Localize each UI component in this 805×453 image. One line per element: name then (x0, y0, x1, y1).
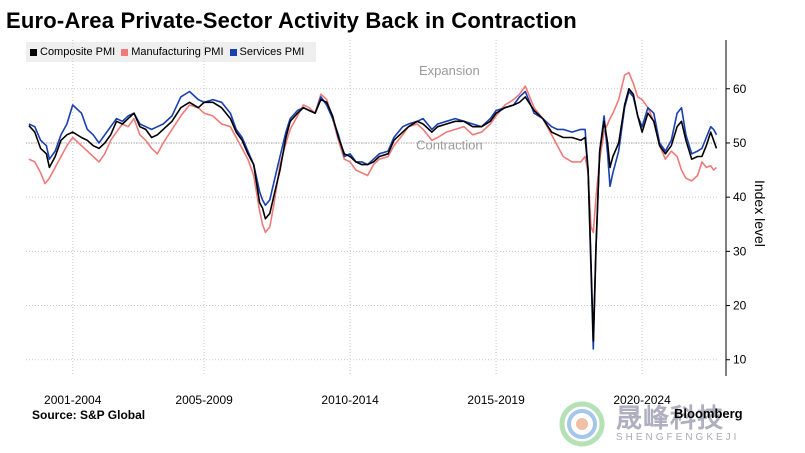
legend-item-manufacturing: Manufacturing PMI (121, 46, 224, 58)
legend-swatch-manufacturing (121, 48, 129, 56)
annotation-expansion: Expansion (419, 63, 480, 78)
legend-swatch-services (229, 48, 237, 56)
legend-item-composite: Composite PMI (30, 46, 115, 58)
legend-label-services: Services PMI (239, 46, 305, 58)
y-tick-label-50: 50 (733, 136, 747, 150)
chart-legend: Composite PMI Manufacturing PMI Services… (26, 42, 317, 62)
series-line-services (28, 90, 718, 350)
legend-swatch-composite (30, 48, 37, 56)
legend-label-manufacturing: Manufacturing PMI (131, 46, 224, 58)
legend-label-composite: Composite PMI (40, 46, 116, 58)
y-tick-label-10: 10 (733, 353, 747, 367)
y-tick-label-60: 60 (733, 82, 747, 96)
x-tick-label-2: 2010-2014 (321, 393, 379, 407)
x-tick-label-3: 2015-2019 (467, 393, 525, 407)
series-line-composite (28, 88, 718, 342)
y-tick-label-20: 20 (733, 299, 747, 313)
x-tick-label-4: 2020-2024 (613, 393, 671, 407)
watermark: 晟峰科技 SHENGFENGKEJI (556, 398, 766, 450)
y-axis-title: Index level (752, 180, 768, 247)
legend-item-services: Services PMI (229, 46, 305, 58)
x-tick-label-1: 2005-2009 (175, 393, 233, 407)
series-line-manufacturing (28, 71, 718, 234)
source-note: Source: S&P Global (32, 408, 146, 422)
bloomberg-logo: Bloomberg (674, 406, 743, 421)
watermark-title: 晟峰科技 (616, 403, 725, 433)
x-tick-label-0: 2001-2004 (44, 393, 102, 407)
chart-title: Euro-Area Private-Sector Activity Back i… (6, 8, 577, 33)
y-tick-label-30: 30 (733, 244, 747, 258)
annotation-contraction: Contraction (416, 137, 482, 152)
watermark-logo-icon (559, 401, 605, 447)
y-tick-label-40: 40 (733, 190, 747, 204)
watermark-subtitle: SHENGFENGKEJI (616, 432, 740, 443)
